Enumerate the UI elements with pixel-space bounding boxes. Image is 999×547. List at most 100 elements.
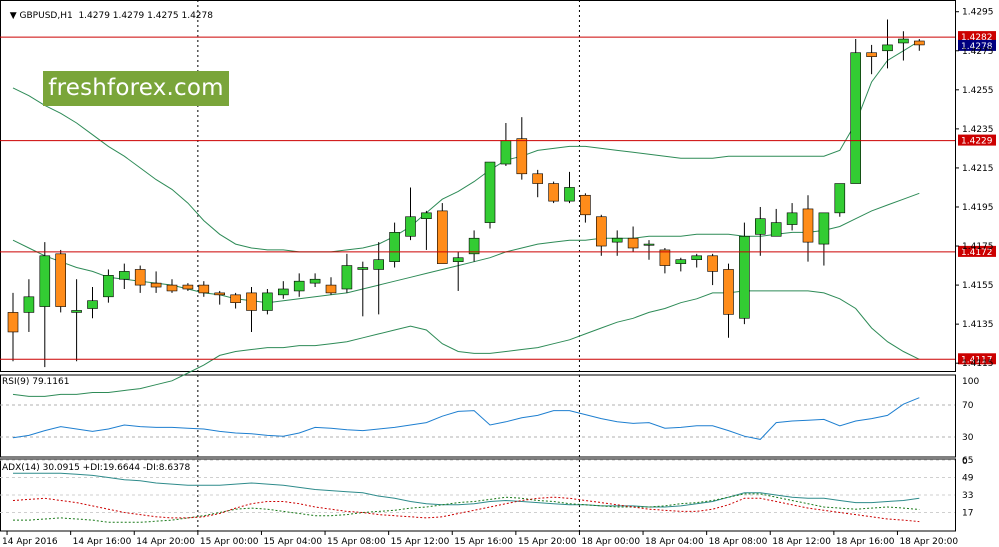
time-axis-label: 14 Apr 20:00	[136, 537, 195, 547]
level-price-tag	[958, 31, 996, 43]
time-axis-label: 18 Apr 16:00	[836, 537, 895, 547]
time-axis-label: 15 Apr 08:00	[327, 537, 386, 547]
candle-body	[866, 52, 877, 57]
candle-body	[468, 237, 480, 255]
candle-body	[723, 269, 734, 315]
candle-body	[691, 255, 703, 261]
candle-body	[341, 265, 353, 290]
candle-body	[595, 216, 607, 247]
time-axis-label: 15 Apr 04:00	[263, 537, 322, 547]
candle-body	[818, 212, 830, 245]
candle-body	[754, 218, 766, 235]
rsi-panel-border	[0, 374, 956, 458]
rsi-axis-label: 30	[962, 433, 974, 443]
candle-body	[23, 296, 35, 313]
rsi-axis-label: 100	[962, 377, 979, 387]
candle-body	[182, 284, 194, 290]
candle-body	[850, 52, 862, 184]
candle-body	[611, 237, 623, 243]
candle-body	[198, 284, 210, 294]
candle-body	[834, 183, 846, 214]
candle-body	[436, 210, 448, 264]
candle-body	[580, 194, 591, 216]
indicator-layer	[12, 40, 920, 523]
level-price-tag	[958, 134, 996, 146]
price-axis-label: 1.4115	[962, 359, 994, 369]
time-axis-label: 14 Apr 2016	[2, 537, 58, 547]
candle-body	[564, 187, 575, 202]
rsi-line	[12, 397, 920, 440]
candle-body	[134, 269, 146, 286]
dropdown-triangle-icon[interactable]: ▼	[9, 11, 20, 21]
current-price-tag	[958, 39, 996, 51]
band-upper-line	[12, 40, 920, 253]
candle-body	[357, 267, 369, 270]
candle-body	[71, 310, 82, 313]
candle-body	[405, 216, 416, 237]
candle-body	[246, 292, 257, 311]
price-axis-label: 1.4135	[962, 320, 994, 330]
grid-layer	[0, 0, 956, 532]
price-axis-label: 1.4295	[962, 8, 994, 18]
time-axis-label: 15 Apr 12:00	[391, 537, 450, 547]
symbol-label: GBPUSD,H1	[19, 11, 73, 21]
time-axis-label: 18 Apr 08:00	[709, 537, 768, 547]
candle-body	[548, 183, 559, 202]
candle-body	[373, 259, 385, 270]
candle-body	[452, 257, 464, 262]
candle-body	[421, 212, 432, 219]
level-price-tag	[958, 353, 996, 365]
adx-axis-label: 33	[962, 491, 973, 501]
time-axis-label: 18 Apr 20:00	[899, 537, 958, 547]
time-axis-label: 18 Apr 04:00	[645, 537, 704, 547]
time-axis-label: 14 Apr 16:00	[73, 537, 132, 547]
level-price-label: 1.4172	[961, 248, 993, 258]
candle-body	[913, 40, 925, 46]
candle-body	[770, 222, 782, 237]
candle-layer	[7, 19, 925, 368]
price-axis-label: 1.4215	[962, 164, 994, 174]
adx-title: ADX(14) 30.0915 +DI:19.6644 -DI:8.6378	[2, 463, 191, 473]
candle-body	[262, 292, 273, 311]
candle-body	[39, 255, 51, 307]
candle-body	[659, 249, 671, 266]
candle-body	[675, 259, 687, 264]
candle-body	[293, 280, 305, 292]
time-axis-label: 15 Apr 16:00	[454, 537, 513, 547]
candle-body	[707, 255, 718, 272]
level-price-label: 1.4229	[961, 137, 993, 147]
minus-di-line	[12, 496, 920, 523]
level-layer: 1.4282 1.4229 1.4172 1.4117 1.4278	[0, 31, 996, 365]
price-axis-label: 1.4255	[962, 86, 994, 96]
price-axis-label: 1.4155	[962, 281, 994, 291]
time-axis-label: 18 Apr 12:00	[772, 537, 831, 547]
time-axis-label: 15 Apr 00:00	[200, 537, 259, 547]
price-axis-label: 1.4175	[962, 242, 994, 252]
candle-body	[119, 271, 130, 280]
level-price-tag	[958, 245, 996, 257]
rsi-axis-label: 0	[962, 457, 968, 467]
ohlc-readout: 1.4279 1.4279 1.4275 1.4278	[78, 11, 213, 21]
price-axis-label: 1.4235	[962, 125, 994, 135]
candle-body	[786, 212, 798, 225]
candle-body	[627, 237, 639, 249]
candle-body	[389, 232, 400, 262]
candle-body	[500, 140, 512, 165]
band-lower-line	[12, 290, 920, 397]
candle-body	[484, 161, 496, 223]
candle-body	[214, 292, 225, 296]
candle-body	[802, 208, 814, 243]
candle-body	[898, 38, 909, 44]
candle-body	[87, 300, 98, 309]
time-axis-label: 15 Apr 20:00	[518, 537, 577, 547]
adx-axis-label: 49	[962, 474, 974, 484]
candle-body	[643, 243, 655, 246]
candle-body	[739, 235, 750, 319]
adx-line	[13, 472, 920, 508]
price-axis-label: 1.4195	[962, 203, 994, 213]
price-axis-label: 1.4275	[962, 47, 994, 57]
level-price-label: 1.4117	[961, 355, 993, 365]
candle-body	[309, 278, 321, 284]
candle-body	[103, 275, 114, 298]
